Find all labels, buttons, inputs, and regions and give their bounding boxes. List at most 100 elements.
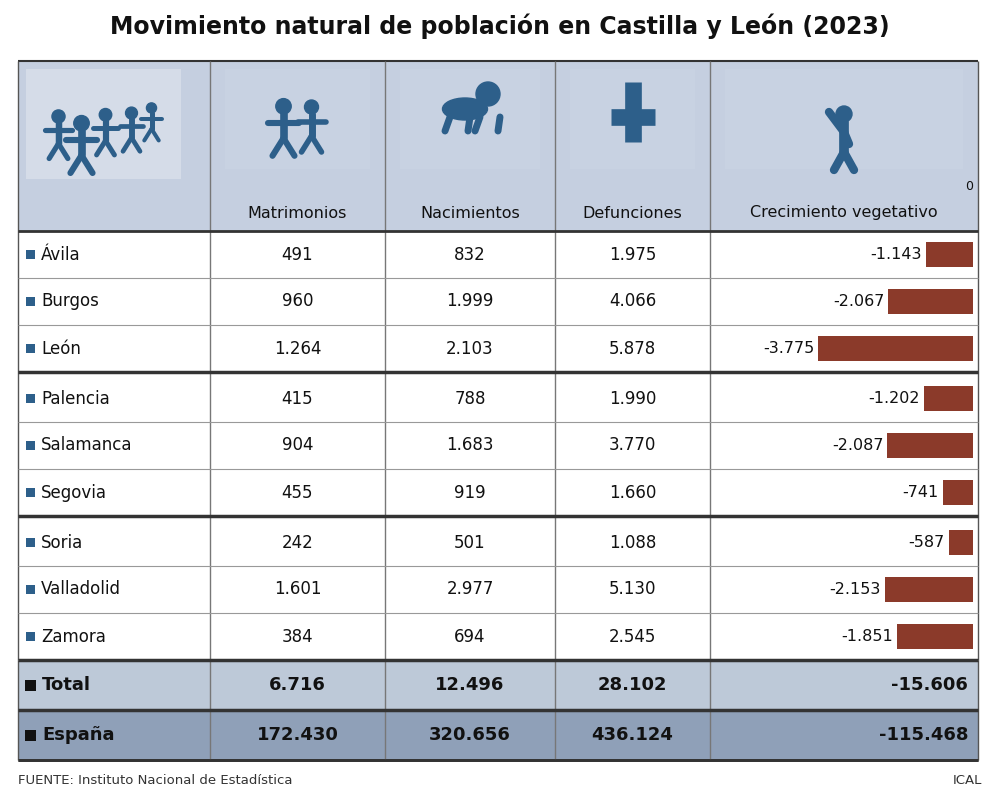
- Text: Matrimonios: Matrimonios: [248, 206, 347, 221]
- Bar: [18, 61, 978, 231]
- Bar: [818, 336, 973, 361]
- Text: -741: -741: [902, 485, 939, 500]
- Text: 1.975: 1.975: [609, 246, 656, 264]
- Text: Movimiento natural de población en Castilla y León (2023): Movimiento natural de población en Casti…: [110, 13, 890, 39]
- Text: 4.066: 4.066: [609, 293, 656, 310]
- Bar: [18, 519, 978, 566]
- Text: 5.878: 5.878: [609, 339, 656, 358]
- Bar: [18, 613, 978, 660]
- Text: 694: 694: [454, 628, 486, 646]
- Circle shape: [74, 115, 89, 131]
- Text: 1.088: 1.088: [609, 534, 656, 551]
- Bar: [897, 625, 973, 649]
- Circle shape: [476, 82, 500, 106]
- Circle shape: [126, 107, 137, 119]
- Text: 1.601: 1.601: [274, 580, 321, 599]
- Bar: [926, 243, 973, 267]
- Circle shape: [52, 110, 65, 123]
- Text: 1.660: 1.660: [609, 484, 656, 501]
- Bar: [949, 530, 973, 555]
- Bar: [18, 710, 978, 760]
- Text: 1.683: 1.683: [446, 437, 494, 455]
- Text: 2.103: 2.103: [446, 339, 494, 358]
- Circle shape: [146, 103, 157, 113]
- Bar: [887, 434, 973, 458]
- Text: 415: 415: [282, 389, 313, 408]
- Text: FUENTE: Instituto Nacional de Estadística: FUENTE: Instituto Nacional de Estadístic…: [18, 775, 292, 787]
- Bar: [18, 375, 978, 422]
- Text: -1.202: -1.202: [868, 391, 920, 406]
- Text: 384: 384: [282, 628, 313, 646]
- Text: Nacimientos: Nacimientos: [420, 206, 520, 221]
- Text: 904: 904: [282, 437, 313, 455]
- Text: -1.143: -1.143: [871, 247, 922, 262]
- Text: 491: 491: [282, 246, 313, 264]
- Circle shape: [304, 100, 318, 114]
- Text: 919: 919: [454, 484, 486, 501]
- Text: 501: 501: [454, 534, 486, 551]
- Bar: [26, 585, 35, 594]
- Circle shape: [836, 106, 852, 122]
- Bar: [885, 577, 973, 602]
- Text: Salamanca: Salamanca: [41, 437, 132, 455]
- Bar: [26, 488, 35, 497]
- Text: Crecimiento vegetativo: Crecimiento vegetativo: [750, 206, 938, 221]
- Text: 1.990: 1.990: [609, 389, 656, 408]
- Text: 832: 832: [454, 246, 486, 264]
- Text: Palencia: Palencia: [41, 389, 110, 408]
- Bar: [26, 250, 35, 259]
- Text: Defunciones: Defunciones: [583, 206, 682, 221]
- Ellipse shape: [442, 98, 488, 120]
- Bar: [18, 278, 978, 325]
- Circle shape: [99, 109, 112, 121]
- Text: 455: 455: [282, 484, 313, 501]
- Text: -2.087: -2.087: [832, 438, 883, 453]
- Text: -587: -587: [909, 535, 945, 550]
- Text: -115.468: -115.468: [879, 726, 968, 744]
- Text: 0: 0: [965, 180, 973, 193]
- Text: 320.656: 320.656: [429, 726, 511, 744]
- Text: Zamora: Zamora: [41, 628, 106, 646]
- Bar: [18, 422, 978, 469]
- Text: 28.102: 28.102: [598, 676, 667, 694]
- Text: ICAL: ICAL: [953, 775, 982, 787]
- Bar: [18, 469, 978, 516]
- Bar: [888, 289, 973, 314]
- Bar: [18, 660, 978, 710]
- Bar: [570, 69, 695, 169]
- Circle shape: [276, 98, 291, 114]
- Text: 172.430: 172.430: [257, 726, 338, 744]
- Text: León: León: [41, 339, 81, 358]
- Bar: [26, 632, 35, 641]
- Bar: [18, 325, 978, 372]
- Bar: [725, 69, 963, 169]
- Text: 1.999: 1.999: [446, 293, 494, 310]
- Text: -15.606: -15.606: [891, 676, 968, 694]
- Text: 1.264: 1.264: [274, 339, 321, 358]
- Text: 436.124: 436.124: [592, 726, 673, 744]
- Bar: [225, 69, 370, 169]
- Text: Ávila: Ávila: [41, 246, 81, 264]
- Text: Valladolid: Valladolid: [41, 580, 121, 599]
- Text: 960: 960: [282, 293, 313, 310]
- Bar: [26, 441, 35, 450]
- Text: -3.775: -3.775: [763, 341, 814, 356]
- Text: -2.067: -2.067: [833, 294, 884, 309]
- Text: España: España: [42, 726, 114, 744]
- Bar: [26, 69, 181, 179]
- Text: 242: 242: [282, 534, 313, 551]
- Bar: [26, 344, 35, 353]
- Text: Total: Total: [42, 676, 91, 694]
- Bar: [18, 566, 978, 613]
- Text: 5.130: 5.130: [609, 580, 656, 599]
- Text: Soria: Soria: [41, 534, 83, 551]
- Text: 3.770: 3.770: [609, 437, 656, 455]
- Bar: [25, 729, 36, 741]
- Bar: [26, 538, 35, 547]
- Bar: [400, 69, 540, 169]
- Bar: [943, 480, 973, 505]
- Text: -2.153: -2.153: [829, 582, 881, 597]
- Text: 788: 788: [454, 389, 486, 408]
- Text: 2.977: 2.977: [446, 580, 494, 599]
- Text: Segovia: Segovia: [41, 484, 107, 501]
